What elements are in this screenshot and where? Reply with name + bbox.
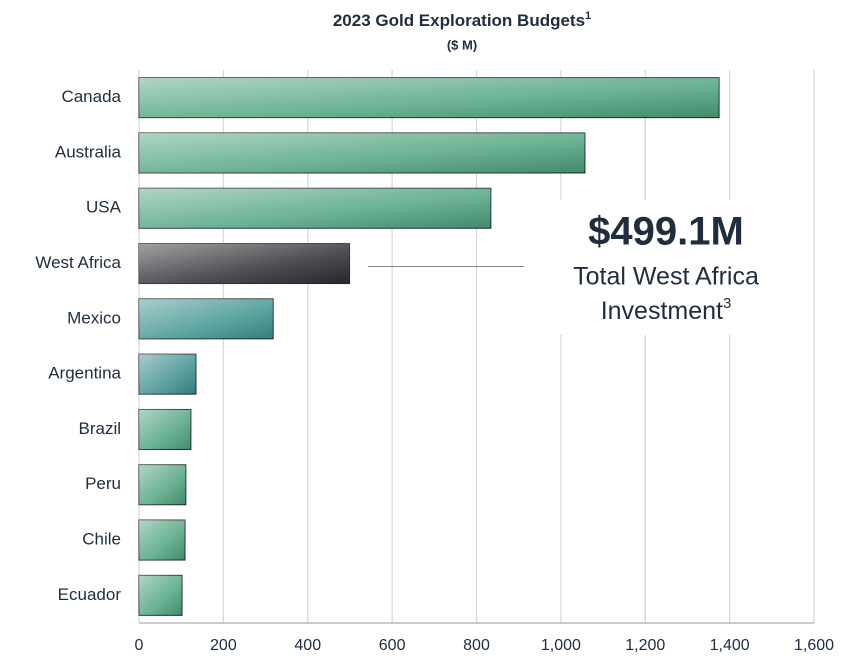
annotation-value: $499.1M — [588, 210, 744, 254]
annotation-bg — [527, 200, 807, 335]
bar-shine — [139, 77, 720, 118]
bar-shine — [139, 409, 191, 450]
annotation-line2-text: Investment — [601, 297, 723, 325]
y-tick-label: USA — [86, 198, 122, 217]
y-tick-label: Argentina — [48, 364, 121, 383]
y-tick-label: Peru — [85, 474, 121, 493]
x-tick-label: 400 — [294, 637, 321, 654]
annotation-line1: Total West Africa — [573, 263, 759, 291]
chart-subtitle: ($ M) — [447, 37, 477, 52]
bar-shine — [139, 188, 491, 229]
x-tick-label: 800 — [463, 637, 490, 654]
bar-shine — [139, 575, 183, 616]
y-tick-label: Australia — [55, 142, 122, 161]
annotation-note: 3 — [723, 295, 731, 312]
x-tick-label: 1,400 — [710, 637, 750, 654]
y-tick-label: Ecuador — [58, 585, 122, 604]
x-tick-label: 200 — [210, 637, 237, 654]
y-tick-label: West Africa — [35, 253, 121, 272]
y-tick-label: Chile — [82, 530, 121, 549]
y-tick-label: Canada — [61, 87, 121, 106]
y-tick-label: Brazil — [78, 419, 121, 438]
bar-shine — [139, 243, 350, 284]
x-tick-label: 600 — [379, 637, 406, 654]
bar-shine — [139, 464, 186, 505]
y-tick-label: Mexico — [67, 308, 121, 327]
bar-shine — [139, 298, 274, 339]
bar-shine — [139, 132, 585, 173]
annotation-line2: Investment3 — [601, 295, 732, 325]
bar-shine — [139, 520, 185, 561]
x-tick-label: 1,000 — [541, 637, 581, 654]
chart-title: 2023 Gold Exploration Budgets1 — [333, 10, 591, 31]
x-tick-label: 1,200 — [625, 637, 665, 654]
bar-shine — [139, 354, 196, 395]
x-tick-label: 0 — [135, 637, 144, 654]
x-tick-label: 1,600 — [794, 637, 834, 654]
